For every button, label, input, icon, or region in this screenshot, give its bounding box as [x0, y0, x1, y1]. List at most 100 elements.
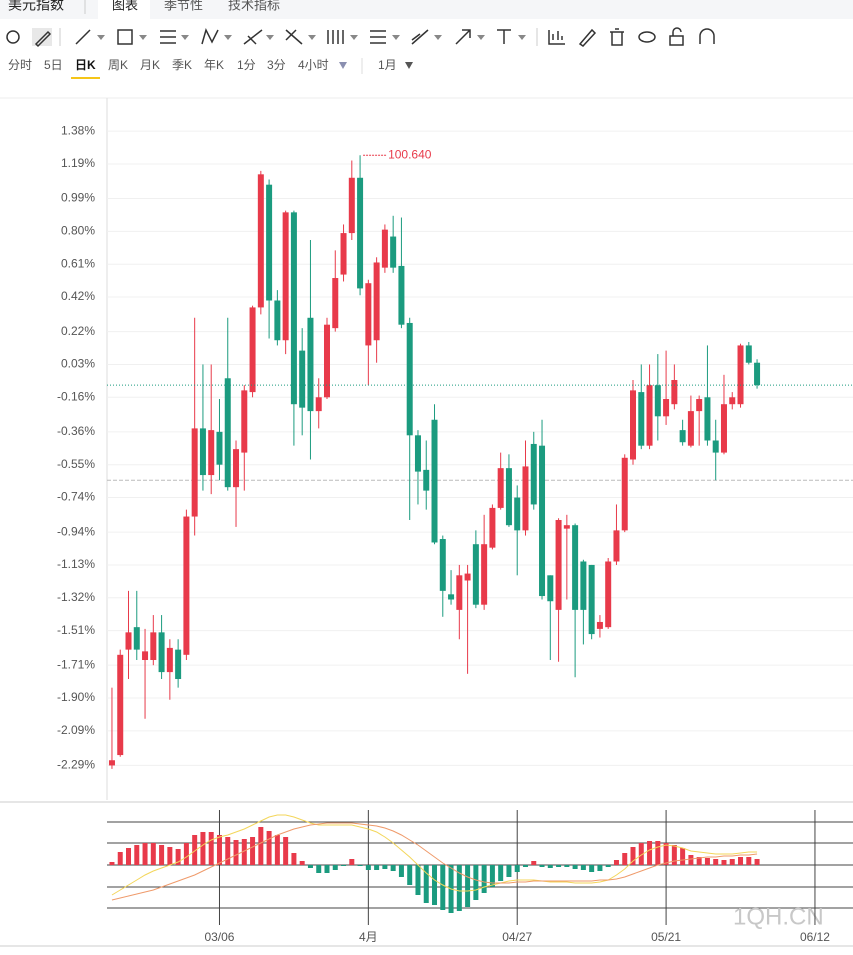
macd-bar	[514, 865, 520, 872]
dropdown-arrow[interactable]	[392, 35, 400, 40]
period[interactable]: 1月	[378, 58, 397, 72]
tool-icon[interactable]	[455, 29, 471, 45]
dropdown-arrow[interactable]	[350, 35, 358, 40]
dropdown-arrow[interactable]	[308, 35, 316, 40]
tool-icon[interactable]	[578, 28, 597, 47]
candle-body	[720, 404, 727, 453]
tool-icon[interactable]	[370, 30, 386, 44]
tool-icon[interactable]	[411, 29, 429, 45]
macd-bar	[638, 843, 644, 865]
tool-icon[interactable]	[497, 29, 511, 44]
dropdown-arrow[interactable]	[339, 62, 347, 69]
candle-body	[150, 632, 157, 660]
candle-body	[414, 435, 421, 472]
candle-body	[233, 449, 240, 488]
macd-bar	[647, 841, 653, 865]
macd-bar	[456, 865, 462, 911]
tool-icon[interactable]	[548, 30, 565, 45]
tab[interactable]: 季节性	[164, 0, 203, 12]
macd-bar	[663, 843, 669, 865]
candle-body	[646, 385, 653, 446]
period-active[interactable]: 日K	[75, 58, 96, 72]
dropdown-arrow[interactable]	[405, 62, 413, 69]
macd-bar	[192, 835, 198, 865]
y-tick-label: -0.36%	[57, 424, 95, 438]
candle-body	[282, 212, 289, 341]
macd-bar	[655, 841, 661, 865]
macd-bar	[738, 857, 744, 865]
macd-bar	[465, 865, 471, 907]
dropdown-arrow[interactable]	[139, 35, 147, 40]
tool-icon[interactable]	[669, 35, 684, 46]
candle-body	[464, 573, 471, 581]
period[interactable]: 周K	[108, 58, 128, 72]
dropdown-arrow[interactable]	[224, 35, 232, 40]
period[interactable]: 3分	[267, 58, 286, 72]
candle-body	[687, 411, 694, 446]
y-tick-label: -0.94%	[57, 524, 95, 538]
candle-body	[299, 350, 306, 408]
candle-body	[638, 392, 645, 446]
macd-bar	[630, 847, 636, 865]
tool-icon[interactable]	[160, 30, 176, 44]
dropdown-arrow[interactable]	[97, 35, 105, 40]
macd-bar	[274, 835, 280, 865]
tool-icon[interactable]	[117, 29, 133, 45]
tool-icon[interactable]	[34, 30, 52, 48]
dropdown-arrow[interactable]	[477, 35, 485, 40]
tool-icon[interactable]	[327, 30, 344, 44]
y-tick-label: -0.74%	[57, 490, 95, 504]
dropdown-arrow[interactable]	[181, 35, 189, 40]
macd-bar	[324, 865, 330, 873]
y-tick-label: 0.99%	[61, 191, 95, 205]
macd-bar	[531, 861, 537, 865]
tab[interactable]: 技术指标	[228, 0, 280, 12]
tool-icon[interactable]	[672, 27, 682, 36]
tool-icon[interactable]	[638, 31, 656, 43]
active-underline	[71, 77, 100, 79]
period[interactable]: 年K	[204, 58, 224, 72]
y-tick-label: 0.80%	[61, 224, 95, 238]
macd-bar	[506, 865, 512, 877]
candle-body	[423, 469, 430, 491]
period[interactable]: 5日	[44, 58, 63, 72]
candle-body	[257, 174, 264, 308]
macd-bar	[283, 837, 289, 865]
tool-icon[interactable]	[75, 29, 91, 45]
tool-icon[interactable]	[610, 28, 624, 46]
tool-icon[interactable]	[699, 28, 715, 44]
period[interactable]: 4小时	[298, 58, 329, 72]
dropdown-arrow[interactable]	[266, 35, 274, 40]
candle-body	[274, 300, 281, 341]
tab[interactable]: 图表	[112, 0, 138, 12]
candle-body	[340, 233, 347, 275]
candle-body	[191, 428, 198, 517]
macd-bar	[704, 858, 710, 865]
period[interactable]: 分时	[8, 58, 32, 72]
dropdown-arrow[interactable]	[518, 35, 526, 40]
tool-icon[interactable]	[285, 29, 303, 45]
candle-body	[481, 544, 488, 605]
candle-body	[381, 229, 388, 268]
candle-body	[654, 385, 661, 417]
macd-bar	[432, 865, 438, 905]
tool-icon[interactable]	[201, 27, 219, 45]
y-tick-label: -2.09%	[57, 723, 95, 737]
macd-line	[111, 822, 758, 901]
period[interactable]: 1分	[237, 58, 256, 72]
dropdown-arrow[interactable]	[434, 35, 442, 40]
y-tick-label: -1.71%	[57, 657, 95, 671]
tool-icon[interactable]	[6, 30, 20, 44]
period[interactable]: 月K	[140, 58, 160, 72]
y-tick-label: 1.38%	[61, 123, 95, 137]
period-bar: 分时 5日 日K 周K 月K 季K 年K 1分 3分 4小时 1月	[8, 58, 413, 79]
macd-grid	[107, 821, 853, 909]
candle-body	[431, 419, 438, 543]
macd-bar	[423, 865, 429, 903]
macd-bar	[332, 865, 338, 870]
candle-body	[323, 324, 330, 398]
macd-bar	[299, 861, 305, 865]
candle-body	[505, 468, 512, 526]
period[interactable]: 季K	[172, 58, 192, 72]
tool-icon[interactable]	[243, 29, 263, 45]
